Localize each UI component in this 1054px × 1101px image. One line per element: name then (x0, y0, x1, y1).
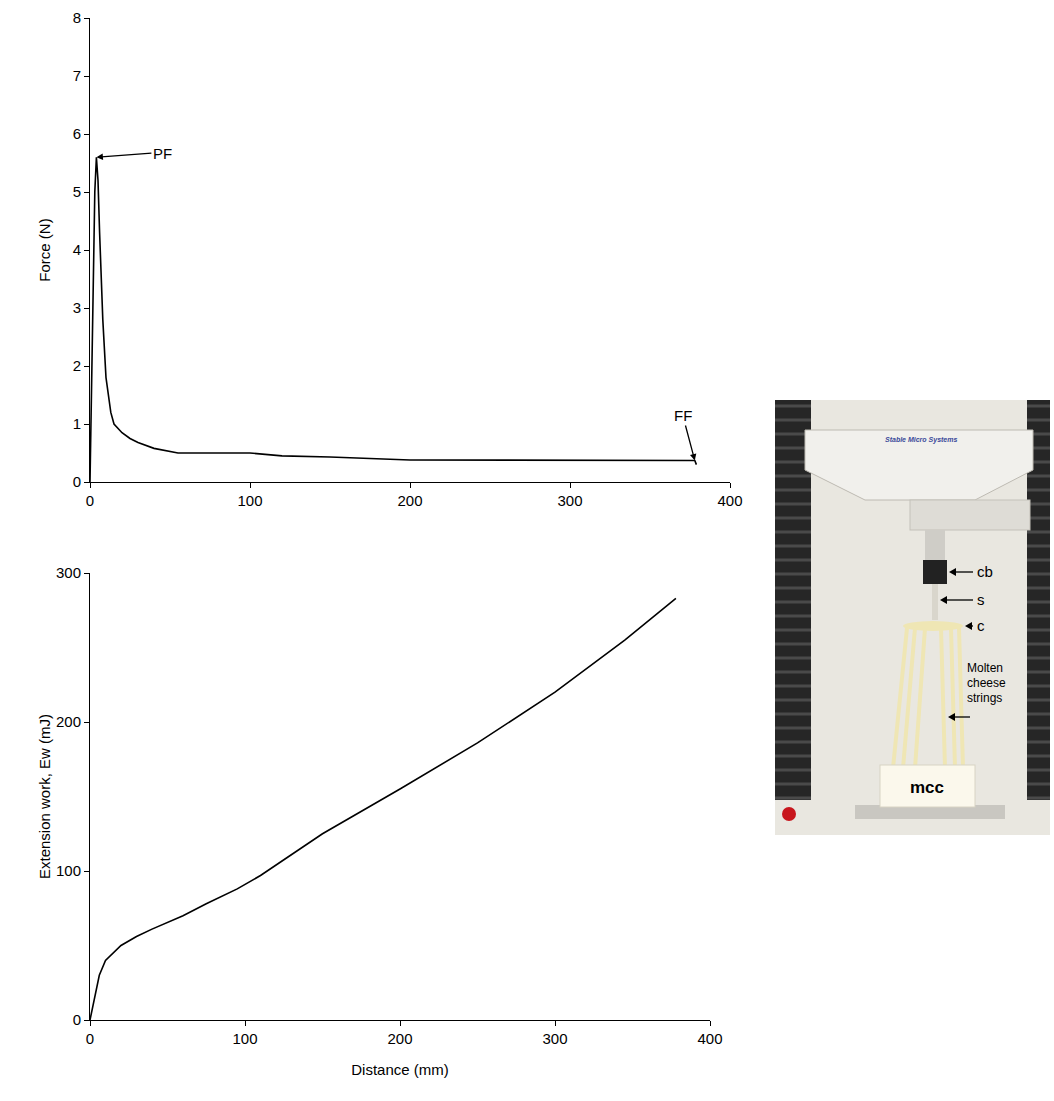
svg-text:400: 400 (697, 1030, 722, 1047)
svg-text:100: 100 (56, 862, 81, 879)
svg-text:strings: strings (967, 691, 1002, 705)
svg-text:Molten: Molten (967, 661, 1003, 675)
svg-text:Force (N): Force (N) (36, 218, 53, 281)
svg-text:1: 1 (73, 415, 81, 432)
svg-text:c: c (977, 617, 985, 634)
svg-text:200: 200 (56, 713, 81, 730)
svg-text:200: 200 (397, 492, 422, 509)
svg-text:7: 7 (73, 67, 81, 84)
svg-text:0: 0 (73, 473, 81, 490)
svg-text:0: 0 (86, 1030, 94, 1047)
svg-text:FF: FF (674, 407, 692, 424)
svg-text:100: 100 (232, 1030, 257, 1047)
svg-text:300: 300 (542, 1030, 567, 1047)
svg-text:5: 5 (73, 183, 81, 200)
svg-text:PF: PF (153, 145, 172, 162)
svg-text:s: s (977, 591, 985, 608)
svg-text:200: 200 (387, 1030, 412, 1047)
svg-text:6: 6 (73, 125, 81, 142)
svg-text:300: 300 (56, 564, 81, 581)
svg-text:2: 2 (73, 357, 81, 374)
svg-text:0: 0 (86, 492, 94, 509)
svg-text:0: 0 (73, 1011, 81, 1028)
svg-text:cb: cb (977, 563, 993, 580)
svg-text:100: 100 (237, 492, 262, 509)
svg-text:3: 3 (73, 299, 81, 316)
svg-text:300: 300 (557, 492, 582, 509)
svg-text:mcc: mcc (910, 778, 944, 797)
svg-text:8: 8 (73, 9, 81, 26)
svg-text:4: 4 (73, 241, 81, 258)
svg-text:Stable Micro Systems: Stable Micro Systems (885, 436, 957, 444)
svg-text:cheese: cheese (967, 676, 1006, 690)
svg-text:400: 400 (717, 492, 742, 509)
svg-text:Distance (mm): Distance (mm) (351, 1061, 449, 1078)
svg-text:Extension work, Ew (mJ): Extension work, Ew (mJ) (36, 714, 53, 879)
